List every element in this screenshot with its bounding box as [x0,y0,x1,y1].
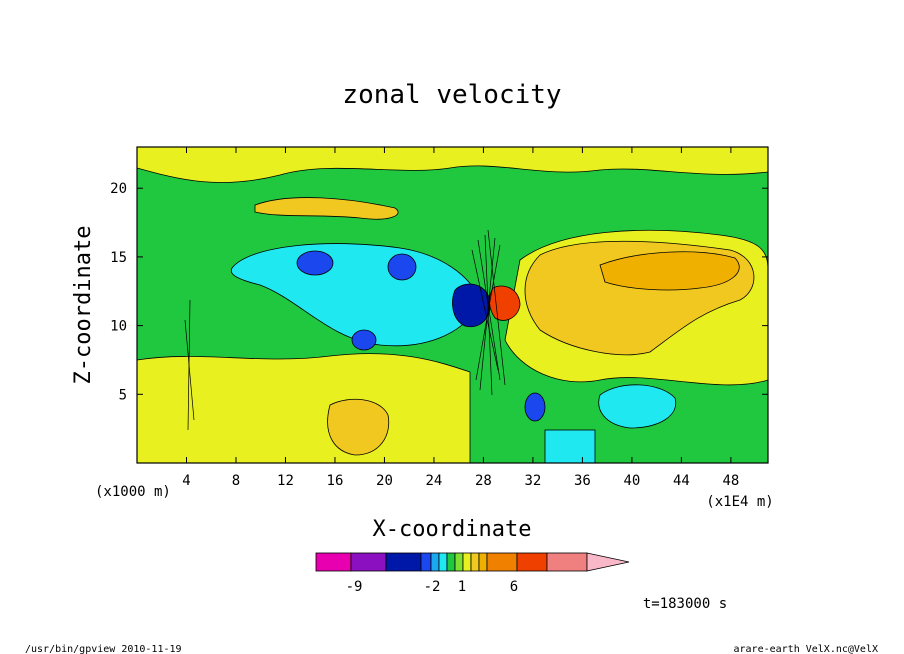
footer-left: /usr/bin/gpview 2010-11-19 [25,644,182,654]
colorbar-swatch-0 [315,552,352,572]
colorbar [315,552,630,572]
x-tick-label-5: 24 [426,473,443,489]
y-tick-label-2: 15 [110,250,127,266]
y-tick-label-3: 20 [110,181,127,197]
colorbar-swatch-3 [420,552,432,572]
y-tick-label-0: 5 [119,387,127,403]
y-axis-label: Z-coordinate [71,226,96,385]
colorbar-swatch-13 [546,552,588,572]
chart-title: zonal velocity [342,80,561,110]
field-blue-lobe-a [296,250,334,276]
x-tick-label-9: 40 [623,473,640,489]
field-cyan-lower [598,384,677,429]
x-tick-label-10: 44 [673,473,690,489]
colorbar-swatch-6 [446,552,456,572]
field-yellow-upper [137,147,768,183]
y-axis: 5 10 15 20 [110,181,768,403]
colorbar-swatch-1 [350,552,387,572]
x-tick-label-4: 20 [376,473,393,489]
colorbar-swatch-7 [454,552,464,572]
x-axis-label: X-coordinate [373,517,532,542]
colorbar-swatch-9 [470,552,480,572]
x-tick-label-1: 8 [232,473,240,489]
y-unit-label: (x1000 m) [95,484,171,500]
x-tick-label-0: 4 [182,473,190,489]
field-orange-upper [254,197,399,220]
x-tick-label-6: 28 [475,473,492,489]
colorbar-swatch-11 [486,552,518,572]
field-cyan-bottom [544,429,596,463]
colorbar-ticks: -9 -2 1 6 [346,579,519,595]
x-unit-label: (x1E4 m) [706,494,773,510]
field-blue-lobe-b [387,253,417,281]
y-tick-label-1: 10 [110,319,127,335]
x-tick-label-7: 32 [524,473,541,489]
x-tick-label-2: 12 [277,473,294,489]
colorbar-tick-label-1: -2 [424,579,441,595]
colorbar-tick-label-3: 6 [510,579,518,595]
colorbar-swatch-2 [385,552,422,572]
field-yellow-lower [137,353,471,463]
field-contour-lines [184,229,506,431]
field-blue-central [452,283,491,328]
colorbar-tick-label-2: 1 [458,579,466,595]
colorbar-arrow [586,552,630,572]
time-label: t=183000 s [643,596,727,612]
colorbar-swatch-10 [478,552,488,572]
field-orange-lower [327,398,390,456]
x-tick-label-8: 36 [574,473,591,489]
colorbar-swatch-8 [462,552,472,572]
footer-right: arare-earth_VelX.nc@VelX [734,644,879,654]
plot-area [137,147,768,463]
x-axis: 4 8 12 16 20 24 28 32 36 40 44 48 [182,147,739,489]
colorbar-swatch-5 [438,552,448,572]
colorbar-tick-label-0: -9 [346,579,363,595]
field-blue-lobe-c [351,329,377,351]
colorbar-swatch-12 [516,552,548,572]
field-blue-lower [524,392,546,422]
plot-frame [136,146,769,464]
x-tick-label-11: 48 [722,473,739,489]
colorbar-swatch-4 [430,552,440,572]
x-tick-label-3: 16 [327,473,344,489]
field-orange-core [599,251,740,291]
